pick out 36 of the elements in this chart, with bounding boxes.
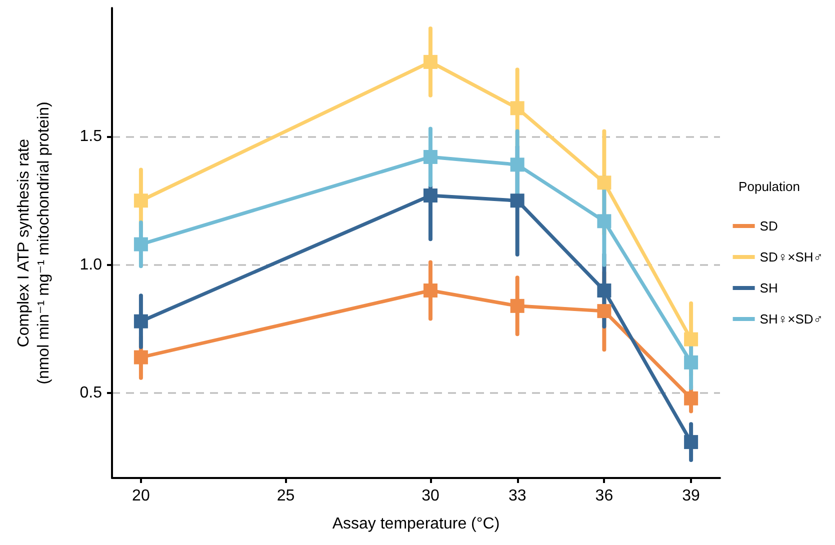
point — [423, 284, 438, 298]
point — [684, 435, 698, 450]
point — [423, 54, 438, 69]
point — [597, 304, 612, 318]
y-tick-label: 1.0 — [80, 256, 102, 274]
point — [423, 150, 438, 164]
x-tick-label: 33 — [508, 488, 526, 504]
x-tick-label: 25 — [276, 488, 295, 504]
point — [684, 355, 698, 370]
y-axis-title: Complex I ATP synthesis rate (nmol min⁻¹ mg⁻¹ mitochondrial protein) — [16, 102, 52, 384]
x-tick-label: 30 — [422, 488, 440, 504]
y-tick-label: 0.5 — [80, 384, 102, 402]
point — [134, 237, 148, 252]
legend-label: SD — [760, 218, 778, 234]
legend-label: SH — [760, 280, 778, 296]
point — [510, 194, 524, 208]
point — [510, 298, 524, 313]
legend-label: SH♀×SD♂ — [760, 312, 824, 326]
x-axis-title: Assay temperature (°C) — [332, 516, 500, 532]
legend-label: SD♀×SH♂ — [760, 250, 824, 264]
y-tick-label: 1.5 — [80, 128, 102, 145]
x-tick-label: 36 — [595, 488, 614, 504]
point — [134, 314, 148, 328]
point — [597, 284, 612, 298]
point — [510, 101, 524, 116]
point — [684, 332, 698, 346]
point — [597, 214, 612, 228]
point — [684, 391, 698, 406]
legend-title: Population — [738, 179, 800, 194]
point — [597, 176, 612, 190]
point — [423, 188, 438, 202]
x-tick-label: 39 — [682, 488, 700, 504]
point — [134, 350, 148, 364]
x-tick-label: 20 — [132, 488, 150, 504]
point — [510, 158, 524, 172]
point — [134, 194, 148, 208]
